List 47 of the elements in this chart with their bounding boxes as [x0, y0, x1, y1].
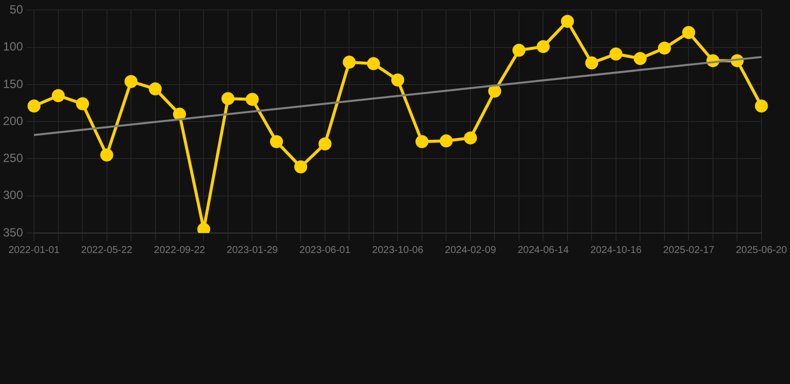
- x-tick-label: 2024-02-09: [444, 244, 496, 256]
- point: [124, 74, 138, 88]
- point: [246, 92, 259, 106]
- x-tick-label: 2024-10-16: [590, 244, 642, 256]
- point: [221, 92, 234, 106]
- y-tick-label: 50: [10, 2, 24, 17]
- y-tick-label: 350: [2, 225, 24, 240]
- point: [754, 100, 768, 113]
- x-tick-label: 2025-02-17: [663, 244, 715, 256]
- point: [634, 52, 647, 65]
- point: [52, 89, 65, 102]
- x-tick-label: 2023-06-01: [299, 244, 351, 256]
- point: [173, 108, 186, 121]
- point: [342, 56, 356, 69]
- point: [464, 131, 477, 144]
- x-tick-label: 2022-05-22: [81, 244, 133, 256]
- point: [28, 100, 41, 113]
- y-tick-label: 150: [2, 76, 24, 91]
- x-tick-label: 2025-06-20: [736, 244, 788, 256]
- x-tick-label: 2023-01-29: [226, 244, 278, 256]
- point: [197, 222, 210, 233]
- x-tick-label: 2023-10-06: [372, 244, 424, 256]
- point: [148, 82, 162, 96]
- y-tick-label: 200: [2, 114, 24, 128]
- point: [294, 160, 308, 174]
- point: [488, 84, 502, 98]
- point: [391, 74, 404, 87]
- point: [76, 97, 90, 110]
- point: [658, 42, 671, 55]
- point: [318, 137, 332, 150]
- point: [270, 135, 283, 148]
- x-tick-label: 2022-09-22: [154, 244, 206, 256]
- point: [415, 135, 428, 148]
- point: [682, 26, 696, 39]
- point: [560, 14, 574, 28]
- y-tick-label: 250: [2, 151, 24, 166]
- point: [440, 134, 453, 148]
- point: [512, 44, 526, 57]
- point: [609, 48, 622, 61]
- x-tick-label: 2022-01-01: [8, 244, 60, 256]
- y-tick-label: 100: [2, 40, 24, 54]
- point: [585, 56, 598, 70]
- point: [536, 40, 550, 54]
- y-tick-label: 300: [2, 188, 24, 202]
- point: [100, 148, 114, 162]
- x-tick-label: 2024-06-14: [518, 244, 570, 256]
- point: [366, 57, 380, 70]
